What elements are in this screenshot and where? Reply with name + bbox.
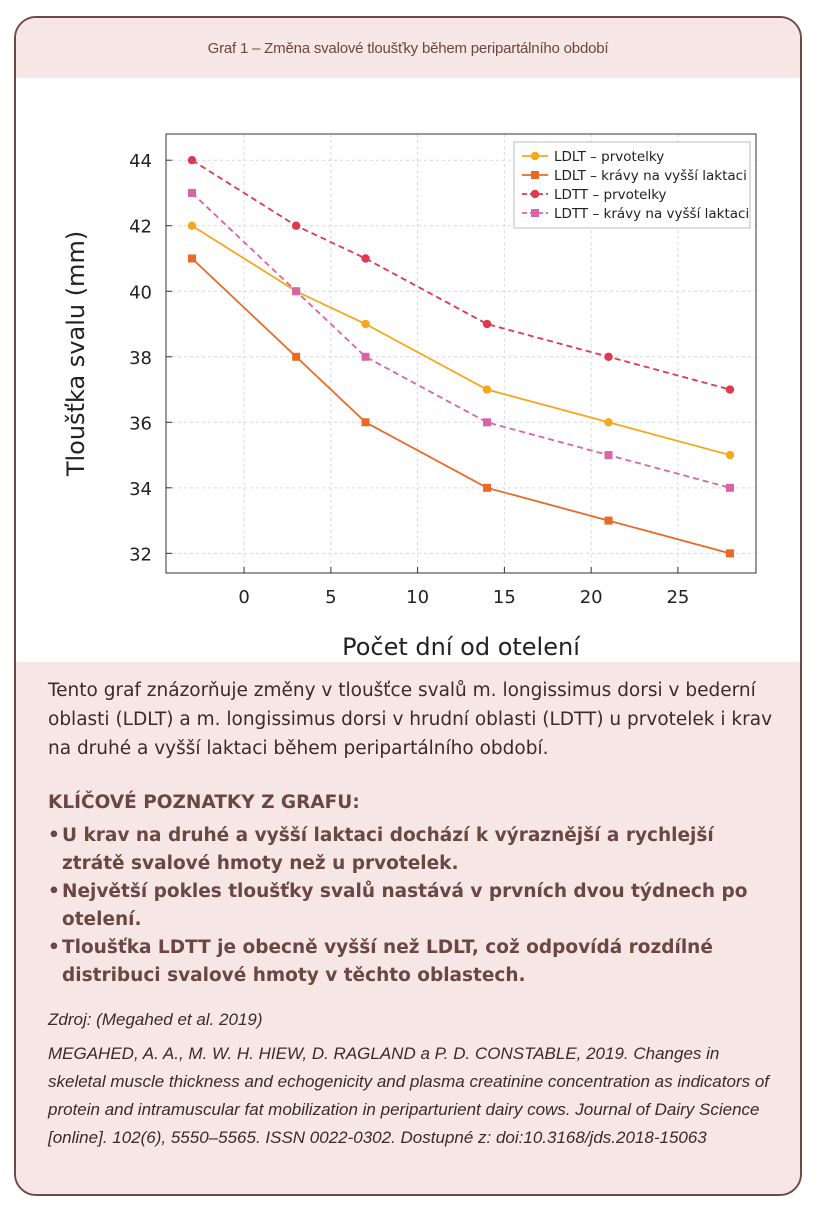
data-point	[361, 418, 370, 427]
key-finding-text: Největší pokles tloušťky svalů nastává v…	[62, 881, 748, 930]
key-finding-item: • Tloušťka LDTT je obecně vyšší než LDLT,…	[48, 934, 768, 990]
bullet-icon: •	[48, 825, 60, 846]
data-point	[604, 418, 613, 427]
data-point	[483, 418, 492, 427]
y-tick-label: 34	[129, 479, 152, 500]
x-axis-title: Počet dní od otelení	[342, 633, 581, 661]
data-point	[531, 171, 539, 179]
data-point	[604, 516, 613, 525]
x-tick-label: 15	[493, 587, 516, 608]
data-point	[604, 352, 613, 361]
source-citation: MEGAHED, A. A., M. W. H. HIEW, D. RAGLAN…	[48, 1044, 770, 1147]
text-panel: Tento graf znázorňuje změny v tloušťce s…	[16, 662, 800, 1194]
data-point	[292, 287, 301, 296]
data-point	[291, 221, 301, 230]
key-finding-item: • U krav na druhé a vyšší laktaci dochází…	[48, 822, 768, 878]
chart-area: 0 5 10 15 20 25 32 34 36 38 40 42 44 Počet dní od ote…	[16, 78, 800, 662]
data-point	[725, 385, 735, 394]
series	[188, 254, 734, 558]
data-point	[725, 450, 735, 460]
legend-box	[513, 141, 751, 229]
x-tick-label: 5	[325, 587, 336, 608]
chart-header: Graf 1 – Změna svalové tloušťky během pe…	[16, 18, 800, 78]
x-tick-label: 20	[580, 587, 603, 608]
chart-title: Graf 1 – Změna svalové tloušťky během pe…	[207, 40, 609, 57]
y-tick-label: 40	[129, 282, 152, 303]
data-point	[361, 352, 370, 361]
y-tick-label: 44	[129, 151, 152, 172]
data-point	[725, 549, 734, 558]
data-point	[292, 352, 301, 361]
data-point	[361, 254, 370, 263]
data-point	[531, 209, 539, 217]
key-findings-list: • U krav na druhé a vyšší laktaci dochází…	[48, 822, 768, 990]
y-axis-title: Tloušťka svalu (mm)	[62, 231, 90, 477]
x-tick-label: 25	[666, 587, 689, 608]
card-frame: Graf 1 – Změna svalové tloušťky během pe…	[14, 16, 802, 1196]
data-point	[361, 319, 370, 329]
data-point	[187, 221, 197, 230]
x-tick-label: 10	[406, 587, 429, 608]
data-point	[725, 483, 734, 492]
key-finding-item: • Největší pokles tloušťky svalů nastává …	[48, 878, 768, 934]
plot-frame	[165, 133, 757, 574]
chart-description: Tento graf znázorňuje změny v tloušťce s…	[48, 680, 773, 759]
data-point	[482, 319, 492, 329]
data-point	[530, 151, 540, 161]
key-finding-text: U krav na druhé a vyšší laktaci dochází …	[62, 825, 714, 874]
x-tick-label: 0	[238, 587, 249, 608]
data-point	[187, 156, 197, 165]
line-chart: 0 5 10 15 20 25 32 34 36 38 40 42 44 Počet dní od ote…	[62, 133, 757, 661]
key-findings-title: KLÍČOVÉ POZNATKY Z GRAFU:	[48, 792, 360, 813]
legend-label: LDTT – krávy na vyšší laktaci	[554, 206, 749, 222]
data-point	[604, 451, 613, 460]
data-point	[530, 189, 540, 199]
source-label: Zdroj: (Megahed et al. 2019)	[48, 1010, 263, 1029]
y-tick-label: 36	[129, 413, 152, 434]
key-finding-text: Tloušťka LDTT je obecně vyšší než LDLT, …	[62, 937, 713, 986]
legend-label: LDTT – prvotelky	[554, 187, 667, 203]
y-tick-label: 38	[129, 348, 152, 369]
data-point	[483, 483, 492, 492]
series-line	[191, 159, 731, 391]
series	[187, 221, 735, 460]
series-line	[191, 192, 731, 489]
series-line	[191, 224, 731, 456]
bullet-icon: •	[48, 881, 60, 902]
series	[188, 188, 734, 492]
bullet-icon: •	[48, 937, 60, 958]
y-tick-label: 32	[129, 544, 152, 565]
y-tick-label: 42	[129, 217, 152, 238]
data-point	[482, 385, 492, 394]
series-line	[191, 257, 731, 555]
legend-label: LDLT – krávy na vyšší laktaci	[554, 168, 747, 184]
data-point	[188, 188, 197, 197]
series	[187, 156, 735, 394]
legend-label: LDLT – prvotelky	[554, 149, 664, 165]
data-point	[188, 254, 197, 263]
